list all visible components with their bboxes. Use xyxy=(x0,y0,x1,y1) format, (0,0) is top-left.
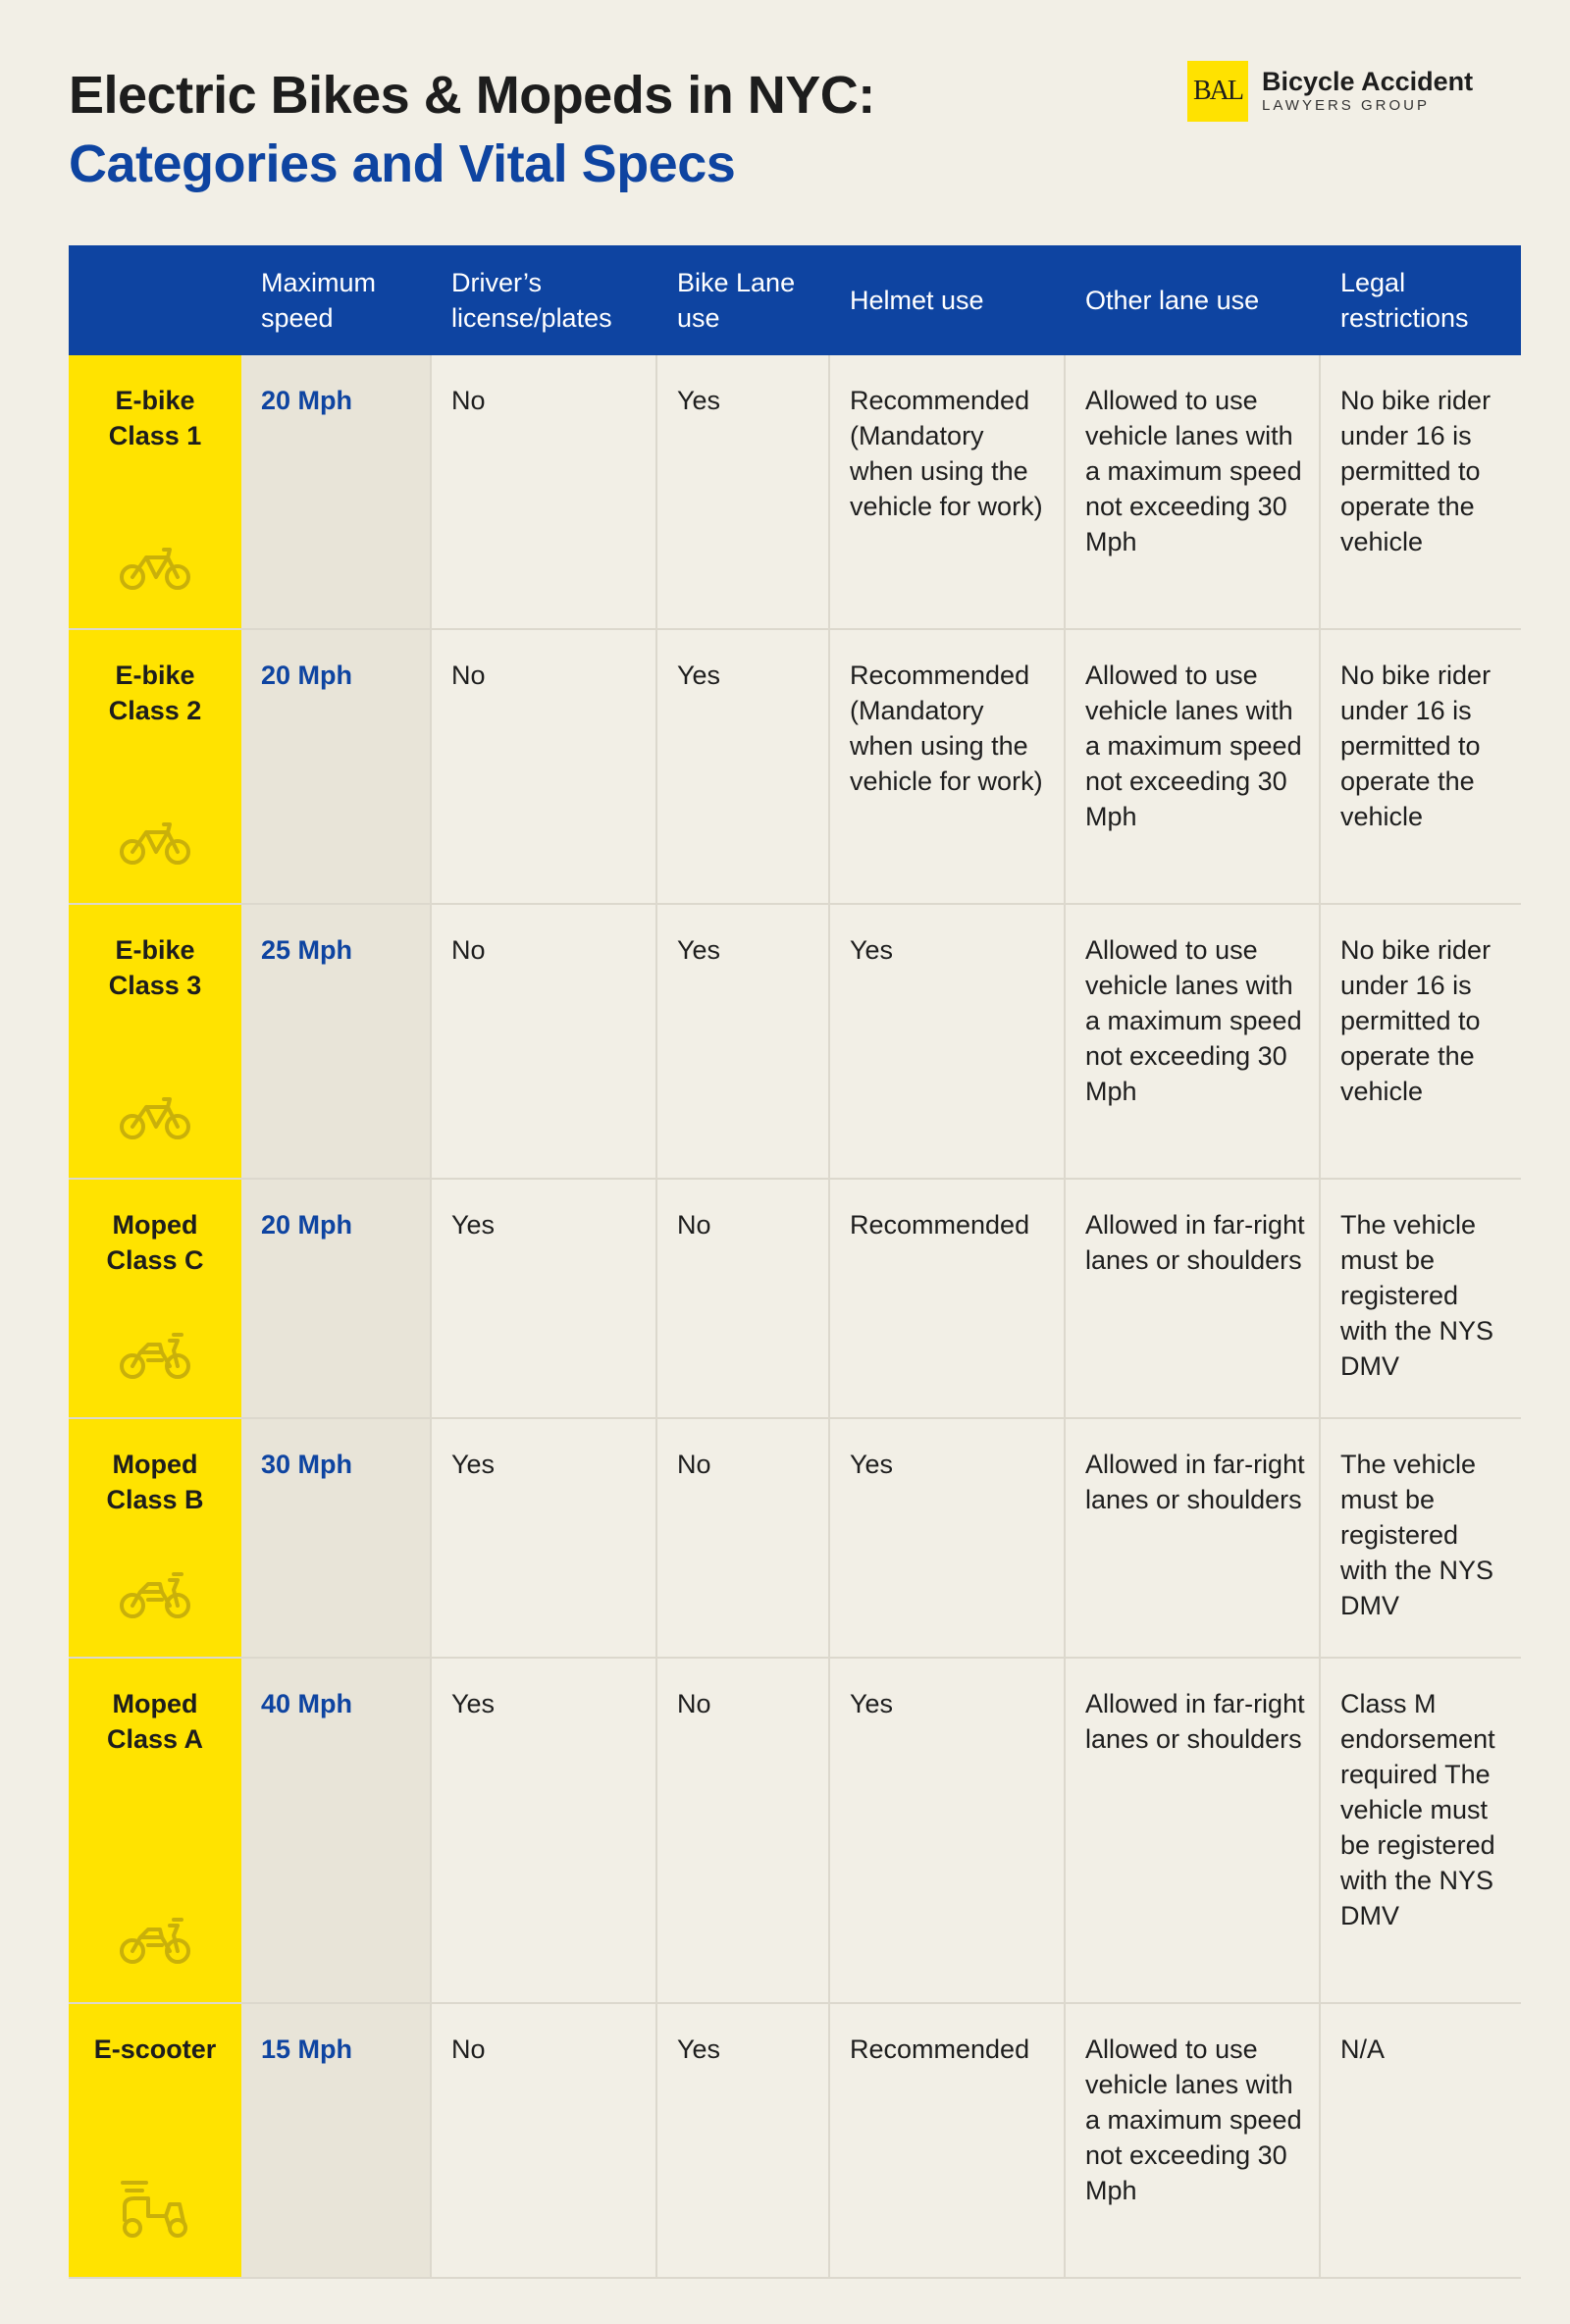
license-cell: No xyxy=(432,355,657,628)
logo-subtitle: LAWYERS GROUP xyxy=(1262,97,1430,114)
legal-cell: No bike rider under 16 is permitted to o… xyxy=(1340,935,1492,1106)
table-row: E-bike Class 2 20 Mph No Yes Recommended… xyxy=(69,630,1521,905)
header-cell: Other lane use xyxy=(1085,286,1260,315)
table-header: Maximum speed Driver’s license/plates Bi… xyxy=(69,245,1521,355)
header-cell: Helmet use xyxy=(850,286,984,315)
category-label: Moped Class B xyxy=(106,1450,204,1514)
speed-cell: 20 Mph xyxy=(241,630,432,903)
category-cell: Moped Class B xyxy=(69,1419,241,1657)
legal-cell: The vehicle must be registered with the … xyxy=(1340,1210,1494,1381)
table-row: E-bike Class 3 25 Mph No Yes Yes Allowed… xyxy=(69,905,1521,1180)
brand-logo[interactable]: BAL Bicycle Accident LAWYERS GROUP xyxy=(1187,61,1473,122)
table-row: Moped Class A 40 Mph Yes No Yes Allowed … xyxy=(69,1659,1521,2004)
other-lane-cell: Allowed to use vehicle lanes with a maxi… xyxy=(1066,2004,1321,2277)
other-lane-cell: Allowed to use vehicle lanes with a maxi… xyxy=(1066,905,1321,1178)
category-label: E-bike Class 3 xyxy=(108,935,202,1000)
bike-lane-cell: Yes xyxy=(657,630,830,903)
helmet-cell: Recommended xyxy=(830,1180,1066,1417)
category-label: Moped Class C xyxy=(106,1210,204,1275)
category-label: E-scooter xyxy=(93,2034,217,2064)
logo-name: Bicycle Accident xyxy=(1262,67,1474,96)
specs-table: Maximum speed Driver’s license/plates Bi… xyxy=(69,245,1521,2279)
speed-cell: 20 Mph xyxy=(241,355,432,628)
category-cell: E-bike Class 1 xyxy=(69,355,241,628)
header-cell: Maximum speed xyxy=(261,268,377,333)
bicycle-icon xyxy=(120,548,190,590)
speed-cell: 15 Mph xyxy=(241,2004,432,2277)
scooter-icon xyxy=(121,2181,187,2238)
moped-icon xyxy=(120,1572,190,1618)
category-cell: Moped Class C xyxy=(69,1180,241,1417)
other-lane-cell: Allowed to use vehicle lanes with a maxi… xyxy=(1066,355,1321,628)
category-cell: Moped Class A xyxy=(69,1659,241,2002)
header-cell: Legal restrictions xyxy=(1340,268,1469,333)
speed-cell: 20 Mph xyxy=(241,1180,432,1417)
bike-lane-cell: No xyxy=(657,1659,830,2002)
bike-lane-cell: Yes xyxy=(657,2004,830,2277)
table-row: Moped Class C 20 Mph Yes No Recommended … xyxy=(69,1180,1521,1419)
title-line-1: Electric Bikes & Mopeds in NYC: xyxy=(69,66,875,125)
helmet-cell: Yes xyxy=(830,1659,1066,2002)
bicycle-icon xyxy=(120,822,190,865)
speed-cell: 30 Mph xyxy=(241,1419,432,1657)
logo-mark: BAL xyxy=(1187,61,1248,122)
helmet-cell: Recommended xyxy=(830,2004,1066,2277)
license-cell: Yes xyxy=(432,1180,657,1417)
speed-cell: 40 Mph xyxy=(241,1659,432,2002)
page-title: Electric Bikes & Mopeds in NYC: Categori… xyxy=(69,61,875,198)
bike-lane-cell: No xyxy=(657,1180,830,1417)
speed-cell: 25 Mph xyxy=(241,905,432,1178)
category-label: E-bike Class 2 xyxy=(108,660,202,725)
category-cell: E-bike Class 2 xyxy=(69,630,241,903)
license-cell: Yes xyxy=(432,1419,657,1657)
helmet-cell: Recommended (Mandatory when using the ve… xyxy=(830,630,1066,903)
title-line-2: Categories and Vital Specs xyxy=(69,134,736,193)
helmet-cell: Yes xyxy=(830,1419,1066,1657)
bike-lane-cell: Yes xyxy=(657,905,830,1178)
header-cell: Driver’s license/plates xyxy=(451,268,612,333)
moped-icon xyxy=(120,1333,190,1379)
table-row: Moped Class B 30 Mph Yes No Yes Allowed … xyxy=(69,1419,1521,1659)
license-cell: Yes xyxy=(432,1659,657,2002)
license-cell: No xyxy=(432,630,657,903)
helmet-cell: Yes xyxy=(830,905,1066,1178)
legal-cell: The vehicle must be registered with the … xyxy=(1340,1450,1494,1620)
category-cell: E-scooter xyxy=(69,2004,241,2277)
bicycle-icon xyxy=(120,1097,190,1139)
table-row: E-bike Class 1 20 Mph No Yes Recommended… xyxy=(69,355,1521,630)
other-lane-cell: Allowed to use vehicle lanes with a maxi… xyxy=(1066,630,1321,903)
category-label: Moped Class A xyxy=(106,1689,204,1754)
category-cell: E-bike Class 3 xyxy=(69,905,241,1178)
license-cell: No xyxy=(432,905,657,1178)
table-row: E-scooter 15 Mph No Yes Recommended Allo… xyxy=(69,2004,1521,2279)
other-lane-cell: Allowed in far-right lanes or shoulders xyxy=(1066,1419,1321,1657)
legal-cell: No bike rider under 16 is permitted to o… xyxy=(1340,660,1492,831)
license-cell: No xyxy=(432,2004,657,2277)
bike-lane-cell: No xyxy=(657,1419,830,1657)
legal-cell: Class M endorsement required The vehicle… xyxy=(1340,1689,1495,1930)
category-label: E-bike Class 1 xyxy=(108,386,202,450)
helmet-cell: Recommended (Mandatory when using the ve… xyxy=(830,355,1066,628)
legal-cell: No bike rider under 16 is permitted to o… xyxy=(1340,386,1492,556)
bike-lane-cell: Yes xyxy=(657,355,830,628)
legal-cell: N/A xyxy=(1340,2034,1386,2064)
header-cell xyxy=(69,245,241,355)
other-lane-cell: Allowed in far-right lanes or shoulders xyxy=(1066,1659,1321,2002)
moped-icon xyxy=(120,1918,190,1964)
other-lane-cell: Allowed in far-right lanes or shoulders xyxy=(1066,1180,1321,1417)
header-cell: Bike Lane use xyxy=(677,268,796,333)
